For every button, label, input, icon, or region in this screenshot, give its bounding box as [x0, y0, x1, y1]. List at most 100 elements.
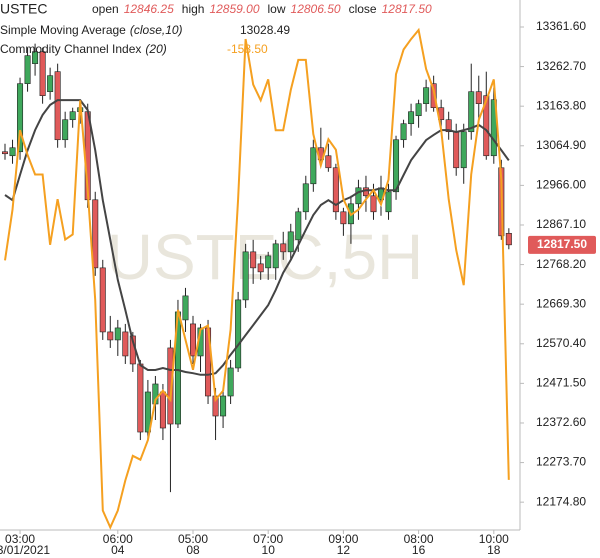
y-tick-label: 13064.90	[536, 138, 586, 152]
ohlc-name: high	[182, 2, 205, 16]
candle-body	[468, 91, 475, 133]
y-tick-label: 12372.60	[536, 415, 586, 429]
candle-body	[325, 155, 332, 169]
last-price-tag	[528, 235, 596, 254]
symbol: USTEC	[0, 1, 47, 17]
candle-body	[340, 211, 347, 225]
y-tick-label: 12768.20	[536, 257, 586, 271]
ohlc-value: 12817.50	[382, 2, 432, 16]
x-tick-date: 03/01/2021	[0, 543, 50, 557]
y-tick-label: 13262.70	[536, 59, 586, 73]
candle-body	[302, 183, 309, 213]
legend-params: (20)	[145, 42, 166, 56]
candle-body	[242, 251, 249, 301]
candle-body	[483, 95, 490, 157]
candle-body	[99, 267, 106, 333]
ohlc-name: open	[92, 2, 119, 16]
candle-body	[370, 195, 377, 213]
candle-body	[415, 103, 422, 117]
x-tick-label: 05:00	[178, 532, 208, 546]
plot-area	[1, 27, 512, 530]
y-tick-label: 12867.10	[536, 217, 586, 231]
ohlc-value: 12846.25	[124, 2, 174, 16]
candle-body	[265, 255, 272, 269]
candle-body	[39, 51, 46, 96]
candle-body	[235, 299, 242, 369]
candle-body	[400, 123, 407, 141]
candle-body	[17, 83, 24, 153]
ohlc-value: 12806.50	[291, 2, 341, 16]
candle-body	[460, 131, 467, 169]
candle-body	[250, 251, 257, 269]
x-tick-date: 10	[262, 543, 276, 557]
candle-body	[92, 199, 99, 269]
candle-body	[227, 367, 234, 397]
candle-body	[220, 395, 227, 417]
candle-body	[190, 323, 197, 357]
x-tick-label: 10:00	[479, 532, 509, 546]
x-tick-label: 06:00	[103, 532, 133, 546]
y-tick-label: 12273.70	[536, 455, 586, 469]
x-tick-label: 08:00	[404, 532, 434, 546]
candle-body	[107, 331, 114, 341]
candle-body	[310, 147, 317, 185]
candle-body	[137, 363, 144, 433]
candle-body	[475, 91, 482, 105]
legend-entry: Commodity Channel Index	[0, 42, 141, 56]
watermark: USTEC,5H	[107, 221, 424, 293]
candle-body	[445, 119, 452, 133]
candle-body	[272, 243, 279, 269]
legend-params: (close,10)	[130, 23, 183, 37]
candle-body	[295, 211, 302, 241]
legend-entry: Simple Moving Average	[0, 23, 126, 37]
candle-body	[62, 119, 69, 141]
y-tick-label: 12471.50	[536, 376, 586, 390]
candle-body	[430, 83, 437, 109]
indicator-line	[4, 99, 510, 376]
candle-body	[114, 327, 121, 341]
candle-body	[182, 295, 189, 321]
x-tick-date: 16	[412, 543, 426, 557]
candle-body	[453, 131, 460, 169]
x-tick-date: 08	[186, 543, 200, 557]
y-tick-label: 12570.40	[536, 336, 586, 350]
x-tick-date: 04	[111, 543, 125, 557]
y-tick-label: 13361.60	[536, 19, 586, 33]
candle-body	[167, 347, 174, 425]
y-tick-label: 12174.80	[536, 494, 586, 508]
candle-body	[257, 263, 264, 273]
candle-body	[362, 187, 369, 197]
candle-body	[47, 75, 54, 92]
candle-body	[393, 139, 400, 193]
y-tick-label: 12669.30	[536, 296, 586, 310]
candle-body	[122, 331, 129, 357]
candle-body	[385, 191, 392, 213]
x-tick-date: 12	[337, 543, 351, 557]
ohlc-name: close	[349, 2, 377, 16]
candle-body	[24, 55, 31, 84]
candle-body	[423, 87, 430, 105]
indicator-line	[4, 27, 510, 530]
candle-body	[355, 187, 362, 205]
candle-body	[332, 167, 339, 213]
candle-body	[287, 231, 294, 253]
ohlc-name: low	[268, 2, 286, 16]
ohlc-header: open 12846.25 high 12859.00 low 12806.50 close…	[92, 2, 432, 16]
ohlc-value: 12859.00	[209, 2, 259, 16]
candle-body	[159, 391, 166, 429]
candle-body	[505, 233, 512, 246]
x-tick-date: 18	[487, 543, 501, 557]
candle-body	[408, 111, 415, 125]
candle-body	[9, 147, 16, 157]
x-tick-label: 09:00	[328, 532, 358, 546]
candle-body	[280, 243, 287, 253]
x-tick-label: 07:00	[253, 532, 283, 546]
y-tick-label: 13163.80	[536, 98, 586, 112]
y-tick-label: 12966.00	[536, 178, 586, 192]
candle-body	[144, 391, 151, 433]
candle-body	[1, 151, 9, 155]
legend-value: -153.50	[227, 42, 268, 56]
candle-body	[32, 51, 39, 64]
last-price-label: 12817.50	[537, 237, 587, 251]
candle-body	[69, 111, 76, 121]
